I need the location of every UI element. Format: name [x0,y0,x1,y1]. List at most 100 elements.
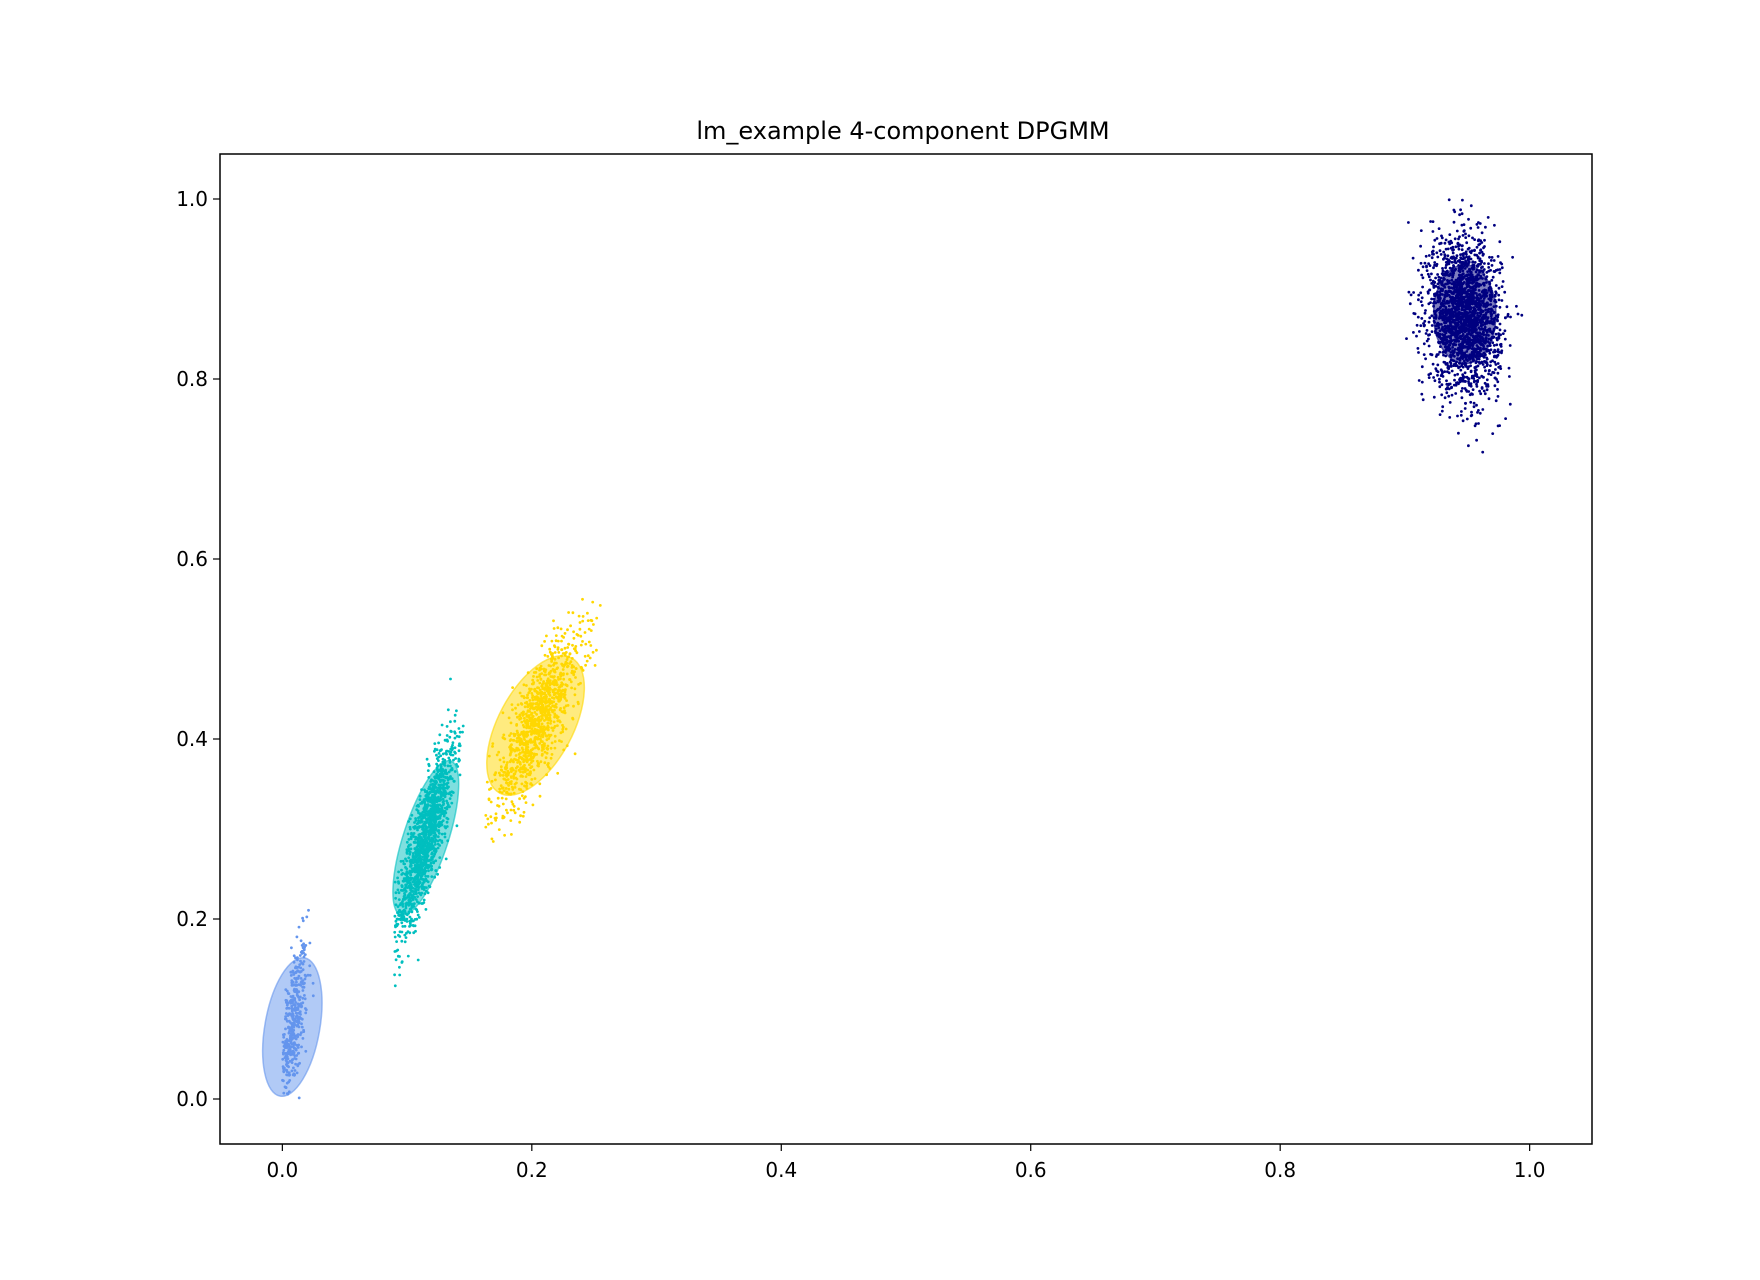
data-point [1458,213,1461,217]
data-point [1491,359,1494,363]
data-point [505,791,508,795]
data-point [1466,263,1469,267]
data-point [1427,337,1430,341]
data-point [487,822,490,826]
data-point [1462,223,1466,227]
data-point [535,675,539,679]
data-point [1478,376,1481,380]
data-point [570,666,574,669]
data-point [1444,349,1448,353]
data-point [586,619,590,622]
data-point [413,827,416,830]
data-point [548,671,552,675]
data-point [522,742,525,745]
data-point [297,990,300,994]
data-point [1447,365,1451,369]
data-point [1461,352,1465,355]
data-point [292,989,296,992]
data-point [449,677,452,681]
data-point [440,806,444,810]
data-point [1476,311,1479,315]
data-point [536,717,540,721]
data-point [1451,251,1455,255]
data-point [1460,389,1463,393]
data-point [511,708,514,712]
data-point [1486,316,1490,320]
data-point [505,763,508,767]
data-point [1457,346,1460,350]
data-point [432,860,435,864]
data-point [418,873,421,877]
data-point [281,1040,285,1044]
data-point [424,860,427,864]
data-point [579,634,583,638]
data-point [1499,261,1502,264]
data-point [518,787,521,791]
data-point [1483,339,1487,343]
data-point [425,805,429,809]
data-point [440,783,444,787]
data-point [1465,358,1469,361]
data-point [1459,368,1463,372]
data-point [1460,344,1464,348]
data-point [1473,287,1477,291]
data-point [1467,217,1470,221]
data-point [420,874,424,877]
data-point [563,693,567,696]
data-point [525,784,528,788]
data-point [1446,293,1449,296]
data-point [429,844,433,848]
data-point [430,868,433,872]
data-point [541,732,545,735]
data-point [518,755,522,759]
data-point [1458,317,1462,320]
data-point [409,863,413,867]
data-point [562,710,565,714]
data-point [1440,272,1444,276]
data-point [1476,226,1480,229]
data-point [416,860,420,863]
data-point [446,817,450,821]
data-point [556,771,560,775]
data-point [566,628,569,632]
data-point [1417,351,1420,354]
data-point [528,758,532,761]
data-point [436,872,439,876]
data-point [556,626,560,630]
data-point [428,820,432,823]
data-point [311,994,315,998]
data-point [297,1005,301,1008]
data-point [1424,357,1427,361]
data-point [1433,238,1437,242]
data-point [1480,231,1484,235]
data-point [410,813,414,817]
data-point [555,714,558,717]
data-point [1450,385,1453,389]
data-point [393,930,397,934]
data-point [546,744,550,748]
data-point [574,676,577,679]
data-point [434,869,438,873]
data-point [595,648,598,652]
data-point [1427,320,1431,324]
data-point [1434,324,1437,328]
data-point [290,946,293,950]
data-point [296,958,299,962]
data-point [526,710,530,713]
data-point [433,875,437,879]
data-point [295,993,299,997]
data-point [523,705,527,709]
data-point [445,783,448,786]
data-point [1412,331,1415,334]
data-point [1444,311,1447,315]
data-point [578,621,582,624]
data-point [554,634,558,637]
data-point [540,722,544,726]
data-point [285,1073,288,1077]
data-point [1431,252,1434,256]
data-point [399,859,403,863]
data-point [441,752,445,756]
data-point [1420,273,1424,277]
data-point [1442,298,1446,302]
data-point [397,881,401,885]
